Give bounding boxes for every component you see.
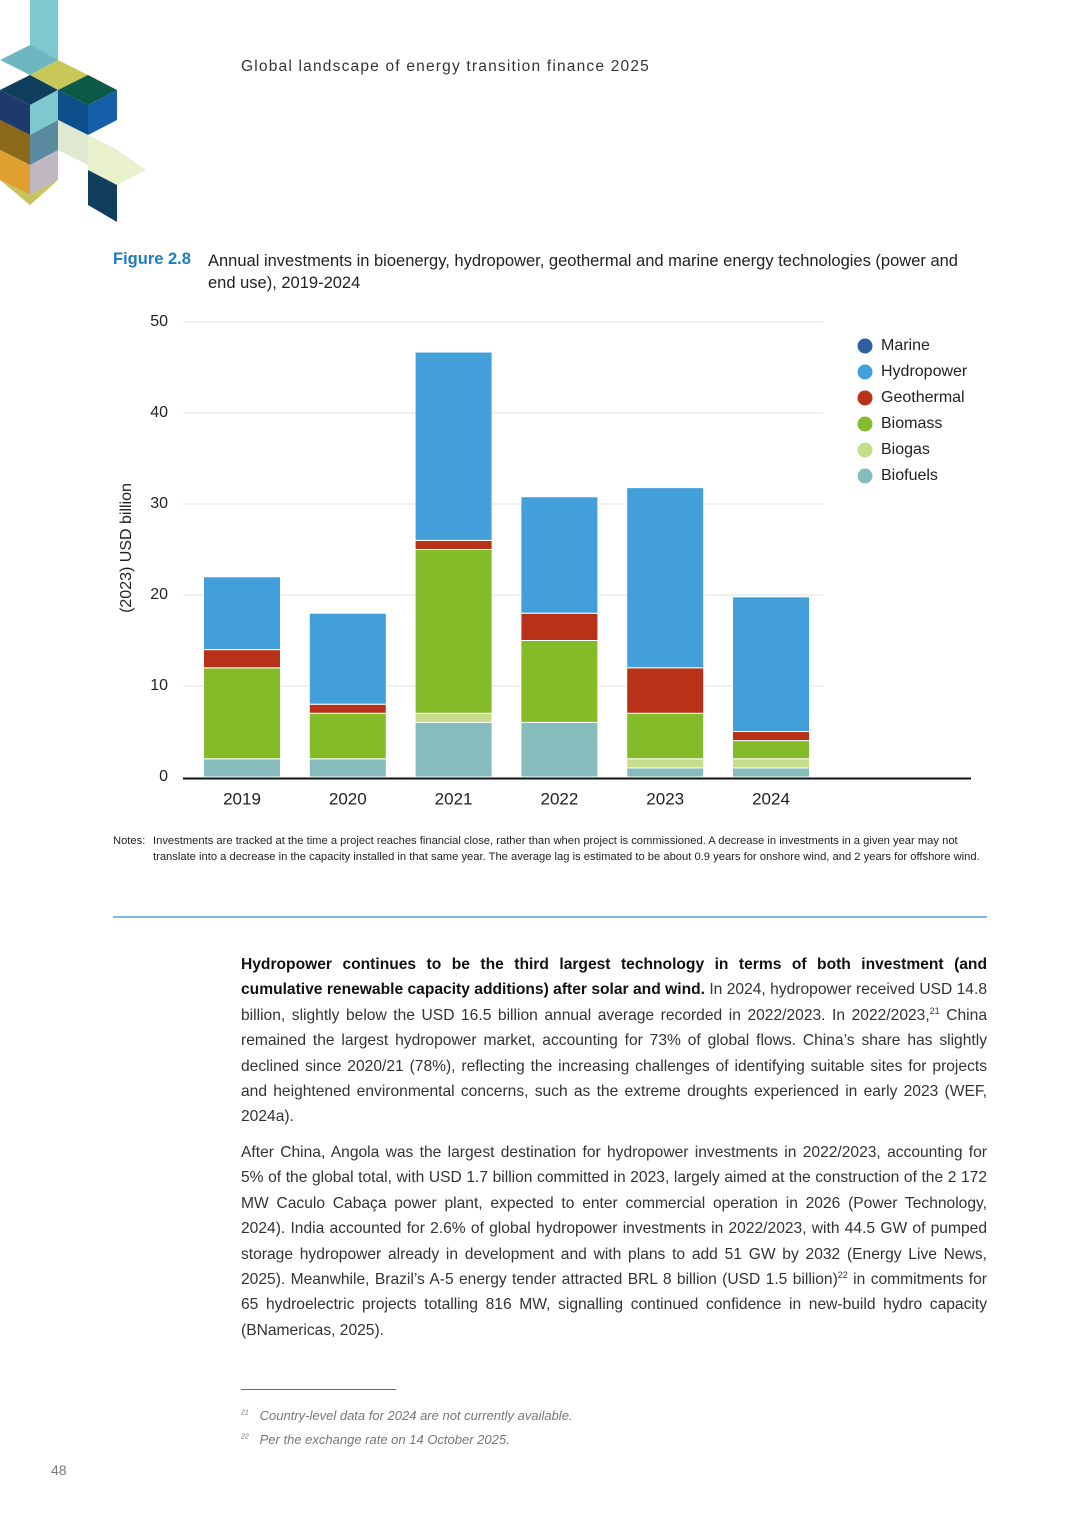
bar-segment xyxy=(732,767,810,778)
x-tick-label: 2019 xyxy=(223,789,261,808)
y-tick-label: 40 xyxy=(150,404,168,421)
bar-segment xyxy=(520,496,599,614)
bar-segment xyxy=(308,712,387,760)
footnotes: 21 Country-level data for 2024 are not c… xyxy=(241,1404,573,1451)
bar-segment xyxy=(414,721,493,778)
y-tick-label: 10 xyxy=(150,677,168,694)
x-tick-label: 2024 xyxy=(752,789,790,808)
page-number: 48 xyxy=(51,1462,67,1478)
x-tick-label: 2023 xyxy=(646,789,684,808)
bar-segment xyxy=(308,758,387,778)
y-tick-label: 50 xyxy=(150,313,168,330)
text: in commitments for 65 hydroelectric proj… xyxy=(241,1271,987,1339)
legend-label: Biofuels xyxy=(881,467,938,484)
footnote: 22 Per the exchange rate on 14 October 2… xyxy=(241,1428,573,1452)
text: After China, Angola was the largest dest… xyxy=(241,1144,987,1289)
figure-label: Figure 2.8 xyxy=(113,250,191,268)
legend-label: Biomass xyxy=(881,415,942,432)
bar-segment xyxy=(414,549,493,714)
legend-swatch xyxy=(857,442,873,458)
footnote-number: 22 xyxy=(241,1433,249,1441)
footnote-number: 21 xyxy=(241,1409,249,1417)
bar-segment xyxy=(626,487,705,669)
y-tick-label: 20 xyxy=(150,586,168,603)
bar-segment xyxy=(732,758,810,769)
notes-body: Investments are tracked at the time a pr… xyxy=(153,835,980,863)
bar-segment xyxy=(732,596,810,732)
notes-text: Investments are tracked at the time a pr… xyxy=(113,833,983,865)
legend-swatch xyxy=(857,468,873,484)
footnote-ref: 22 xyxy=(837,1269,848,1280)
divider xyxy=(113,916,987,918)
bar-segment xyxy=(203,758,281,778)
paragraph: Hydropower continues to be the third lar… xyxy=(241,952,987,1130)
notes: Notes: Investments are tracked at the ti… xyxy=(113,833,983,865)
bar-segment xyxy=(732,740,810,760)
bar-segment xyxy=(414,351,493,541)
text: In 2024, hydropower received USD 14.8 bi… xyxy=(241,981,987,1024)
legend-label: Biogas xyxy=(881,441,930,458)
y-tick-label: 30 xyxy=(150,495,168,512)
x-tick-label: 2020 xyxy=(329,789,367,808)
bar-segment xyxy=(520,721,599,778)
y-axis-label: (2023) USD billion xyxy=(118,483,135,613)
legend-label: Geothermal xyxy=(881,389,965,406)
bar-segment xyxy=(414,712,493,723)
legend-swatch xyxy=(857,416,873,432)
footnote-rule xyxy=(241,1389,396,1390)
notes-label: Notes: xyxy=(113,835,146,847)
paragraph: After China, Angola was the largest dest… xyxy=(241,1140,987,1343)
bar-segment xyxy=(520,612,599,642)
footnote-text: Per the exchange rate on 14 October 2025… xyxy=(259,1431,510,1447)
legend-label: Hydropower xyxy=(881,363,968,380)
bar-segment xyxy=(626,712,705,760)
legend-swatch xyxy=(857,338,873,354)
bar-segment xyxy=(626,767,705,778)
footnote-text: Country-level data for 2024 are not curr… xyxy=(259,1408,573,1423)
chart: (2023) USD billion 0 10 20 30 40 50 2019 2020 20… xyxy=(118,313,971,808)
bar-segment xyxy=(520,640,599,723)
bar-segment xyxy=(732,731,810,742)
bar-segment xyxy=(308,703,387,714)
x-tick-label: 2021 xyxy=(435,789,473,808)
legend-swatch xyxy=(857,390,873,406)
running-header: Global landscape of energy transition fi… xyxy=(241,58,650,75)
bar-segment xyxy=(308,612,387,705)
bar-segment xyxy=(203,667,281,760)
y-tick-label: 0 xyxy=(159,768,168,785)
corner-decoration xyxy=(0,0,146,222)
bar-segment xyxy=(203,649,281,669)
x-tick-label: 2022 xyxy=(540,789,578,808)
footnote-ref: 21 xyxy=(929,1005,940,1016)
bar-segment xyxy=(414,539,493,551)
bar-segment xyxy=(203,576,281,651)
lead: Hydropower continues to be the third lar… xyxy=(241,956,987,999)
legend-label: Marine xyxy=(881,337,930,354)
text: China remained the largest hydropower ma… xyxy=(241,1006,987,1126)
legend-swatch xyxy=(857,364,873,380)
bar-segment xyxy=(626,758,705,769)
bar-segment xyxy=(626,667,705,714)
footnote: 21 Country-level data for 2024 are not c… xyxy=(241,1404,573,1428)
figure-title: Annual investments in bioenergy, hydropo… xyxy=(208,252,958,292)
